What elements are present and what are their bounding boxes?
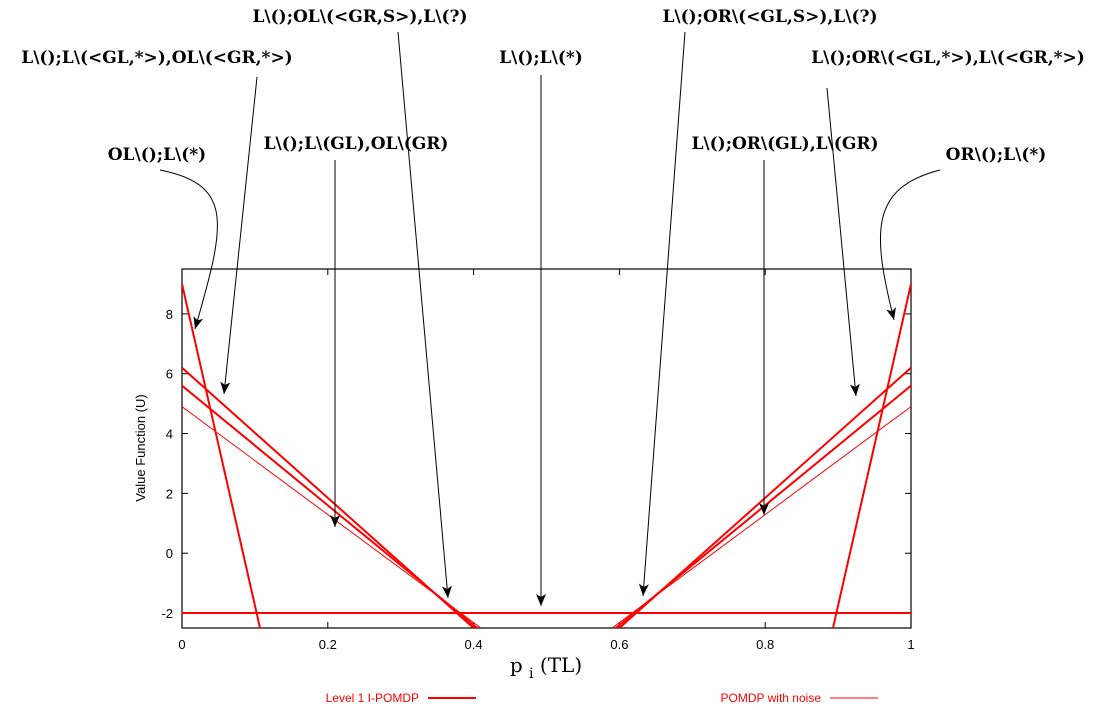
annotation-label: L\();OR\(GL),L\(GR) [691,134,878,154]
series-line [611,406,911,628]
x-tick-label: 0.2 [319,637,337,652]
annotation-arrow [880,169,941,321]
y-axis-label: Value Function (U) [133,394,148,501]
annotation-arrow [826,87,860,397]
plot-frame [181,268,912,629]
x-axis-label: p i (TL) [510,653,582,683]
annotation-arrow [159,169,218,330]
x-tick-label: 0.4 [465,637,483,652]
series-line [182,384,478,628]
series-line [182,283,261,628]
y-tick-label: -2 [161,606,173,621]
annotation-label: L\();L\(*) [499,48,583,68]
series-line [615,384,911,628]
x-axis-label-subscript: i [529,666,534,682]
annotation: L\();L\(GL),OL\(GR) [264,134,449,527]
annotation: OR\();L\(*) [880,145,1047,321]
x-axis-label-tail: (TL) [540,653,582,677]
annotations: OL\();L\(*) L\();L\(<GL,*>),OL\(<GR,*>) … [21,7,1085,606]
annotation-arrow [638,31,686,597]
legend-entry-label: POMDP with noise [721,691,822,705]
annotation: L\();L\(*) [499,48,583,606]
annotation: L\();L\(<GL,*>),OL\(<GR,*>) [21,48,293,395]
x-tick-label: 0.6 [610,637,628,652]
y-tick-label: 4 [166,427,173,442]
annotation: L\();OR\(GL),L\(GR) [691,134,879,515]
legend-entry-label: Level 1 I-POMDP [326,691,419,705]
annotation-label: L\();OR\(<GL,S>),L\(?) [662,7,877,27]
x-tick-label: 0 [178,637,185,652]
y-tick-label: 6 [166,367,173,382]
annotation: OL\();L\(*) [108,145,218,330]
axis-tick-labels: 0 0.2 0.4 0.6 0.8 1 -2 0 2 4 6 8 [161,307,914,652]
annotation: L\();OR\(<GL,S>),L\(?) [638,7,878,597]
annotation-label: L\();OL\(<GR,S>),L\(?) [252,7,467,27]
legend: Level 1 I-POMDP POMDP with noise [326,691,878,705]
annotation-label: OR\();L\(*) [946,145,1047,165]
axis-ticks [181,269,912,628]
annotation-label: L\();L\(GL),OL\(GR) [264,134,449,154]
y-tick-label: 0 [166,546,173,561]
series-line [182,406,482,628]
x-axis-label-main: p [510,653,523,677]
annotation: L\();OL\(<GR,S>),L\(?) [252,7,468,599]
annotation-label: L\();L\(<GL,*>),OL\(<GR,*>) [21,48,292,68]
annotation: L\();OR\(<GL,*>),L\(<GR,*>) [811,48,1085,397]
annotation-label: OL\();L\(*) [108,145,206,165]
y-tick-label: 8 [166,307,173,322]
y-tick-label: 2 [166,486,173,501]
annotation-arrow [220,76,258,395]
x-tick-label: 1 [907,637,914,652]
x-tick-label: 0.8 [756,637,774,652]
annotation-label: L\();OR\(<GL,*>),L\(<GR,*>) [811,48,1085,68]
series-layer [182,283,911,628]
annotation-arrow [397,31,452,599]
series-line [832,283,911,628]
